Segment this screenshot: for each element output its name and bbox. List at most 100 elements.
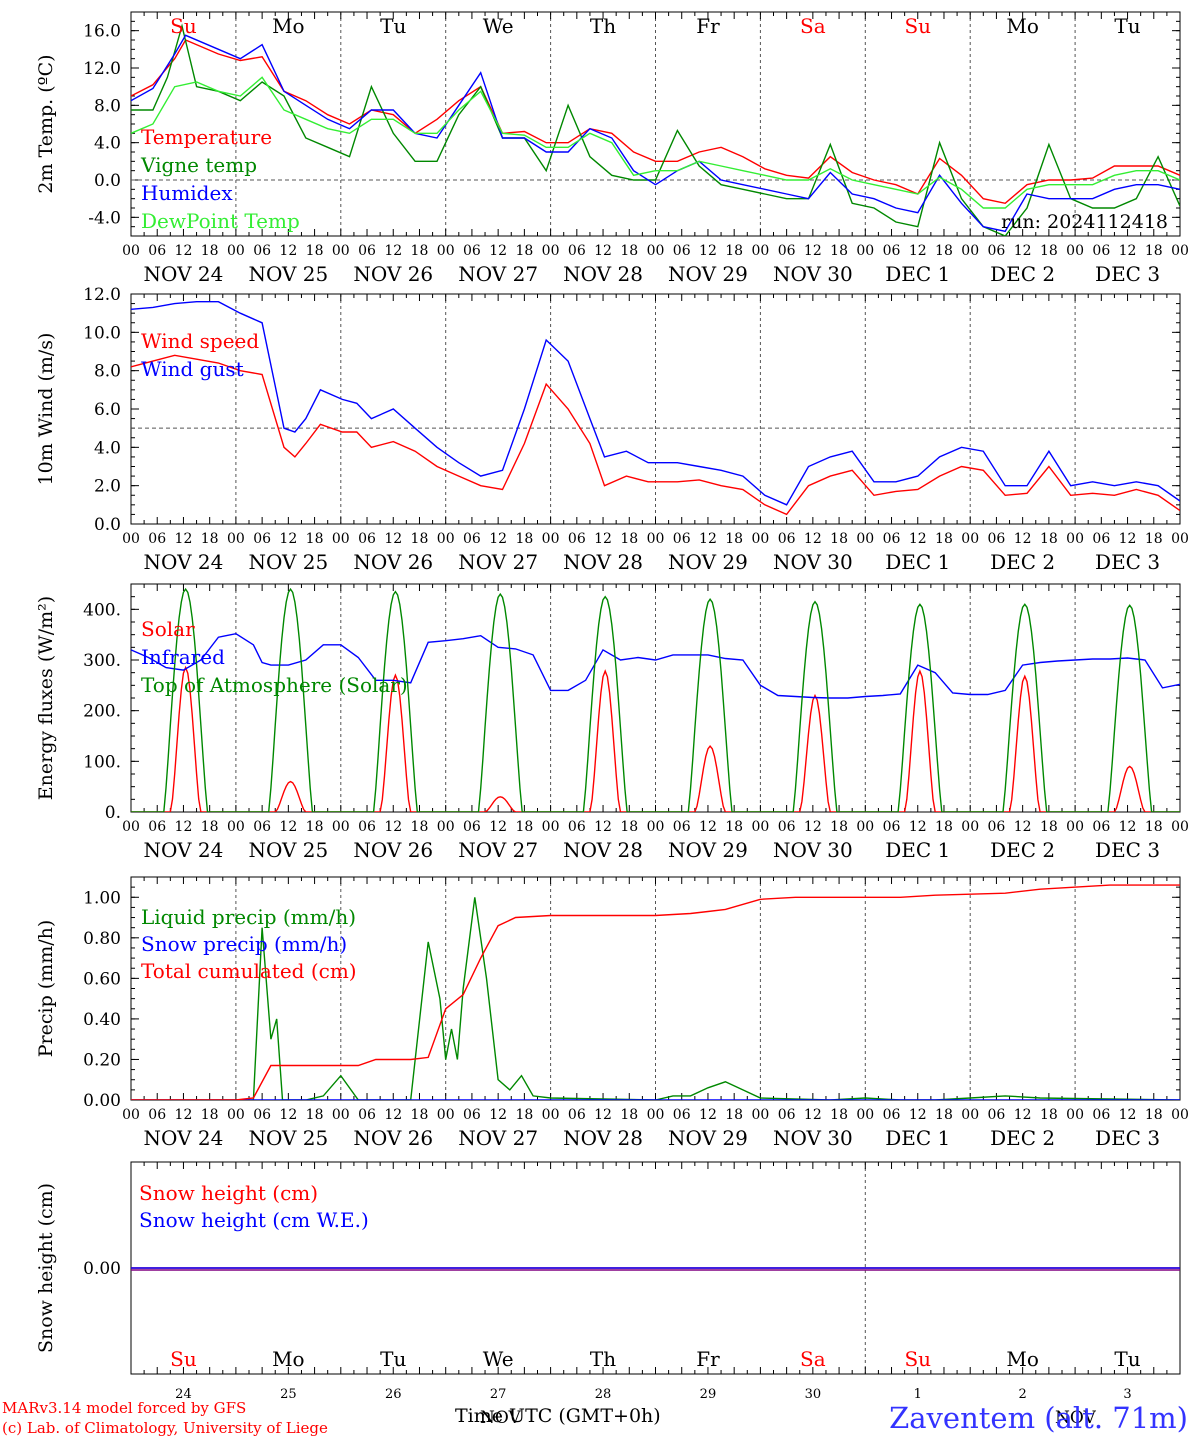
legend-entry: Wind speed <box>141 329 259 353</box>
legend-entry: Vigne temp <box>140 153 257 177</box>
x-tick-label: 00 <box>961 819 979 835</box>
credit-line-1: MARv3.14 model forced by GFS <box>2 1399 246 1417</box>
date-label: NOV 24 <box>144 262 224 286</box>
legend-entry: Wind gust <box>141 357 244 381</box>
date-label: DEC 3 <box>1095 550 1160 574</box>
meteogram-chart: 16.012.08.04.00.0-4.02m Temp. (ºC)00 06 12… <box>0 0 1194 1440</box>
x-tick-label: 06 <box>148 819 166 835</box>
x-tick-label: 12 <box>909 531 927 547</box>
day-label-bottom: Su <box>170 1347 197 1371</box>
date-label: DEC 1 <box>885 1126 950 1150</box>
x-tick-label: 12 <box>175 1107 193 1123</box>
x-tick-label: 12 <box>594 819 612 835</box>
date-label: DEC 2 <box>990 262 1055 286</box>
y-tick-label: 0.60 <box>83 969 121 989</box>
x-tick-label: 06 <box>883 1107 901 1123</box>
x-tick-label: 00 <box>751 243 769 259</box>
x-tick-label: 00 <box>122 243 140 259</box>
x-tick-label: 00 <box>437 531 455 547</box>
date-label: NOV 26 <box>353 838 433 862</box>
x-tick-label: 06 <box>568 531 586 547</box>
x-tick-label: 12 <box>1014 243 1032 259</box>
x-tick-label: 06 <box>1092 819 1110 835</box>
day-label-top: Sa <box>800 14 826 38</box>
x-tick-label: 00 <box>1171 243 1189 259</box>
x-tick-label: 18 <box>935 1107 953 1123</box>
x-tick-label: 12 <box>384 819 402 835</box>
y-axis-label: 2m Temp. (ºC) <box>35 54 57 193</box>
x-tick-label: 12 <box>804 243 822 259</box>
x-tick-label: 18 <box>935 243 953 259</box>
x-tick-label: 00 <box>856 531 874 547</box>
x-tick-label: 18 <box>201 243 219 259</box>
x-tick-label: 06 <box>253 531 271 547</box>
date-label: NOV 28 <box>563 262 643 286</box>
x-tick-label: 18 <box>935 531 953 547</box>
x-tick-label: 12 <box>699 1107 717 1123</box>
y-tick-label: 8.0 <box>94 362 121 382</box>
date-label: DEC 3 <box>1095 1126 1160 1150</box>
y-tick-label: 300. <box>83 651 121 671</box>
legend-entry: Total cumulated (cm) <box>141 959 357 983</box>
day-label-bottom: Tu <box>1114 1347 1140 1371</box>
day-label-bottom: We <box>483 1347 514 1371</box>
x-tick-label: 06 <box>1092 243 1110 259</box>
x-tick-label: 12 <box>594 531 612 547</box>
x-tick-label: 00 <box>227 819 245 835</box>
x-tick-label: 18 <box>830 819 848 835</box>
day-label-bottom: Mo <box>272 1347 305 1371</box>
x-tick-label: 00 <box>332 531 350 547</box>
day-number: 30 <box>805 1387 822 1402</box>
y-tick-label: 200. <box>83 702 121 722</box>
x-tick-label: 00 <box>1066 1107 1084 1123</box>
x-tick-label: 06 <box>778 819 796 835</box>
x-tick-label: 00 <box>751 531 769 547</box>
x-tick-label: 12 <box>489 1107 507 1123</box>
legend-entry: Liquid precip (mm/h) <box>141 905 356 929</box>
x-tick-label: 06 <box>253 1107 271 1123</box>
date-label: NOV 28 <box>563 1126 643 1150</box>
x-tick-label: 12 <box>804 819 822 835</box>
date-label: NOV 29 <box>668 838 748 862</box>
y-tick-label: 100. <box>83 752 121 772</box>
date-label: NOV 29 <box>668 550 748 574</box>
x-tick-label: 18 <box>1040 243 1058 259</box>
x-tick-label: 12 <box>594 1107 612 1123</box>
x-tick-label: 18 <box>201 1107 219 1123</box>
legend-entry: Solar <box>141 617 195 641</box>
panel-1: 16.0 12.0 8.0 4.0 0.0 -4.0 2m Temp. (ºC) 00 06 12… <box>35 12 1189 286</box>
x-tick-label: 00 <box>437 819 455 835</box>
legend-entry: DewPoint Temp <box>141 209 300 233</box>
x-tick-label: 06 <box>358 243 376 259</box>
x-tick-label: 18 <box>1145 243 1163 259</box>
x-tick-label: 12 <box>175 819 193 835</box>
x-tick-label: 00 <box>856 243 874 259</box>
x-tick-label: 12 <box>175 531 193 547</box>
x-tick-label: 00 <box>542 819 560 835</box>
date-label: NOV 27 <box>458 1126 538 1150</box>
x-tick-label: 18 <box>620 1107 638 1123</box>
x-tick-label: 06 <box>988 1107 1006 1123</box>
date-label: DEC 3 <box>1095 262 1160 286</box>
y-tick-label: 0.20 <box>83 1050 121 1070</box>
x-tick-label: 06 <box>148 243 166 259</box>
date-label: NOV 30 <box>773 262 853 286</box>
date-label: NOV 27 <box>458 262 538 286</box>
x-tick-label: 18 <box>306 1107 324 1123</box>
x-tick-label: 12 <box>279 1107 297 1123</box>
date-label: DEC 1 <box>885 262 950 286</box>
x-tick-label: 00 <box>437 1107 455 1123</box>
date-label: NOV 25 <box>248 550 328 574</box>
date-label: NOV 24 <box>144 838 224 862</box>
x-tick-label: 00 <box>332 1107 350 1123</box>
day-label-top: Su <box>170 14 197 38</box>
x-tick-label: 06 <box>148 531 166 547</box>
day-label-top: Th <box>590 14 616 38</box>
day-label-top: Tu <box>380 14 406 38</box>
date-label: NOV 26 <box>353 550 433 574</box>
day-number: 1 <box>914 1387 922 1402</box>
x-tick-label: 00 <box>856 819 874 835</box>
x-tick-label: 18 <box>1040 819 1058 835</box>
y-tick-label: 4.0 <box>94 438 121 458</box>
panel-5: 0.00Snow height (cm) Snow height (cm)Snow… <box>35 1162 1180 1374</box>
